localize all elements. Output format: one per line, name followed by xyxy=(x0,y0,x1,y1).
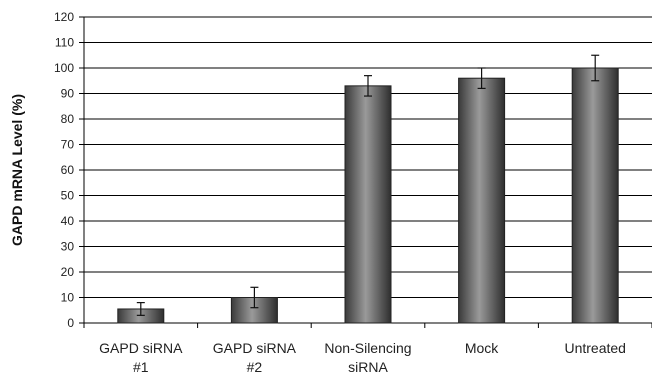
bar xyxy=(344,85,392,324)
y-axis: 0 10 20 30 40 50 60 70 80 90 100 110 120 xyxy=(54,10,85,330)
y-tick-label: 10 xyxy=(61,291,75,305)
y-tick-label: 40 xyxy=(61,214,75,228)
x-category-label: GAPD siRNA xyxy=(213,340,297,356)
y-tick-label: 0 xyxy=(67,316,74,330)
y-tick-label: 110 xyxy=(55,36,74,50)
bar xyxy=(458,77,506,324)
bars xyxy=(117,54,619,324)
x-category-label: siRNA xyxy=(348,359,388,375)
x-category-label: Non-Silencing xyxy=(324,340,411,356)
x-axis: GAPD siRNA #1 GAPD siRNA #2 Non-Silencing siR… xyxy=(83,323,652,375)
x-category-label: Untreated xyxy=(564,340,625,356)
x-category-label: #2 xyxy=(247,359,263,375)
x-category-label: GAPD siRNA xyxy=(99,340,183,356)
y-tick-label: 70 xyxy=(61,138,75,152)
y-tick-label: 100 xyxy=(54,61,74,75)
y-tick-label: 80 xyxy=(61,112,75,126)
x-category-label: #1 xyxy=(133,359,149,375)
y-tick-label: 20 xyxy=(61,265,75,279)
y-tick-label: 60 xyxy=(61,163,75,177)
y-tick-label: 30 xyxy=(61,240,75,254)
y-tick-label: 120 xyxy=(54,10,74,24)
bar xyxy=(571,67,619,324)
x-category-label: Mock xyxy=(465,340,499,356)
y-axis-title: GAPD mRNA Level (%) xyxy=(9,94,25,246)
y-tick-label: 50 xyxy=(61,189,75,203)
y-tick-label: 90 xyxy=(61,87,75,101)
bar xyxy=(230,297,278,324)
